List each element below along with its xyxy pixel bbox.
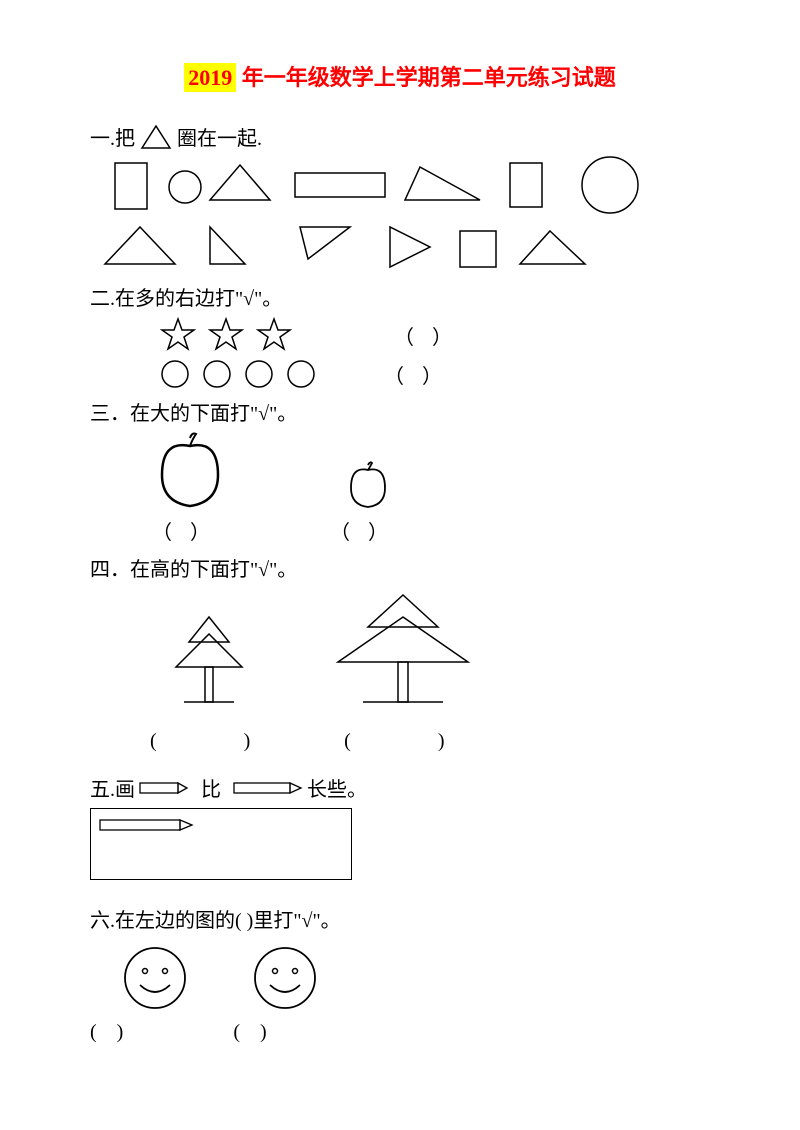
circle-icon bbox=[160, 359, 190, 389]
q2-stars-row: （） bbox=[160, 317, 710, 353]
pencil-ref-icon bbox=[233, 780, 303, 796]
q4-paren2: ( ) bbox=[344, 730, 462, 753]
q2-prompt: 二.在多的右边打"√"。 bbox=[90, 282, 710, 311]
apple-large-icon bbox=[150, 430, 230, 510]
q4-text: 四．在高的下面打"√"。 bbox=[90, 553, 297, 582]
circle-icon bbox=[286, 359, 316, 389]
q3-prompt: 三．在大的下面打"√"。 bbox=[90, 397, 710, 426]
q3-paren1: （） bbox=[152, 516, 228, 545]
q6-prompt: 六.在左边的图的( )里打"√"。 bbox=[90, 904, 710, 933]
q6-paren-row: ( ) ( ) bbox=[90, 1021, 710, 1044]
q4-row: ( ) ( ) bbox=[150, 592, 710, 753]
q4-col1: ( ) bbox=[150, 612, 268, 753]
smiley-icon bbox=[250, 943, 320, 1013]
q3-paren2: （） bbox=[330, 516, 406, 545]
q5-prompt: 五.画 比 长些。 bbox=[90, 773, 710, 802]
triangle-icon bbox=[139, 123, 173, 151]
tree-small-icon bbox=[164, 612, 254, 712]
q6-paren2: ( ) bbox=[233, 1021, 266, 1044]
q5-text-c: 长些。 bbox=[307, 773, 367, 802]
q2-paren1: （） bbox=[394, 321, 470, 350]
q1-shapes-row1 bbox=[90, 155, 710, 215]
apple-small-icon bbox=[343, 460, 393, 510]
q4-prompt: 四．在高的下面打"√"。 bbox=[90, 553, 710, 582]
title-year: 2019 bbox=[184, 63, 236, 92]
q2-text: 二.在多的右边打"√"。 bbox=[90, 282, 282, 311]
pencil-small-icon bbox=[139, 780, 189, 796]
page: 2019 年一年级数学上学期第二单元练习试题 一.把 圈在一起. bbox=[0, 0, 800, 1084]
q2-paren2: （） bbox=[384, 360, 460, 389]
star-icon bbox=[208, 317, 244, 353]
page-title: 2019 年一年级数学上学期第二单元练习试题 bbox=[90, 60, 710, 92]
q3-col2: （） bbox=[330, 460, 406, 545]
q6-faces bbox=[120, 943, 710, 1013]
q3-col1: （） bbox=[150, 430, 230, 545]
q4-col2: ( ) bbox=[328, 592, 478, 753]
star-icon bbox=[160, 317, 196, 353]
q5-draw-box bbox=[90, 808, 352, 880]
q1-text-b: 圈在一起. bbox=[177, 122, 262, 151]
circle-icon bbox=[244, 359, 274, 389]
q5-text-a: 五.画 bbox=[90, 773, 135, 802]
q3-row: （） （） bbox=[150, 430, 710, 545]
q3-text: 三．在大的下面打"√"。 bbox=[90, 397, 297, 426]
tree-large-icon bbox=[328, 592, 478, 712]
q4-paren1: ( ) bbox=[150, 730, 268, 753]
star-icon bbox=[256, 317, 292, 353]
title-rest: 年一年级数学上学期第二单元练习试题 bbox=[236, 65, 616, 90]
q5-text-b: 比 bbox=[201, 773, 221, 802]
q1-shapes-row2 bbox=[90, 219, 710, 274]
q1-text-a: 一.把 bbox=[90, 122, 135, 151]
q2-circles-row: （） bbox=[160, 359, 710, 389]
pencil-inner-icon bbox=[99, 817, 194, 833]
smiley-icon bbox=[120, 943, 190, 1013]
q6-paren1: ( ) bbox=[90, 1021, 123, 1044]
circle-icon bbox=[202, 359, 232, 389]
q1-prompt: 一.把 圈在一起. bbox=[90, 122, 710, 151]
q6-text: 六.在左边的图的( )里打"√"。 bbox=[90, 904, 341, 933]
